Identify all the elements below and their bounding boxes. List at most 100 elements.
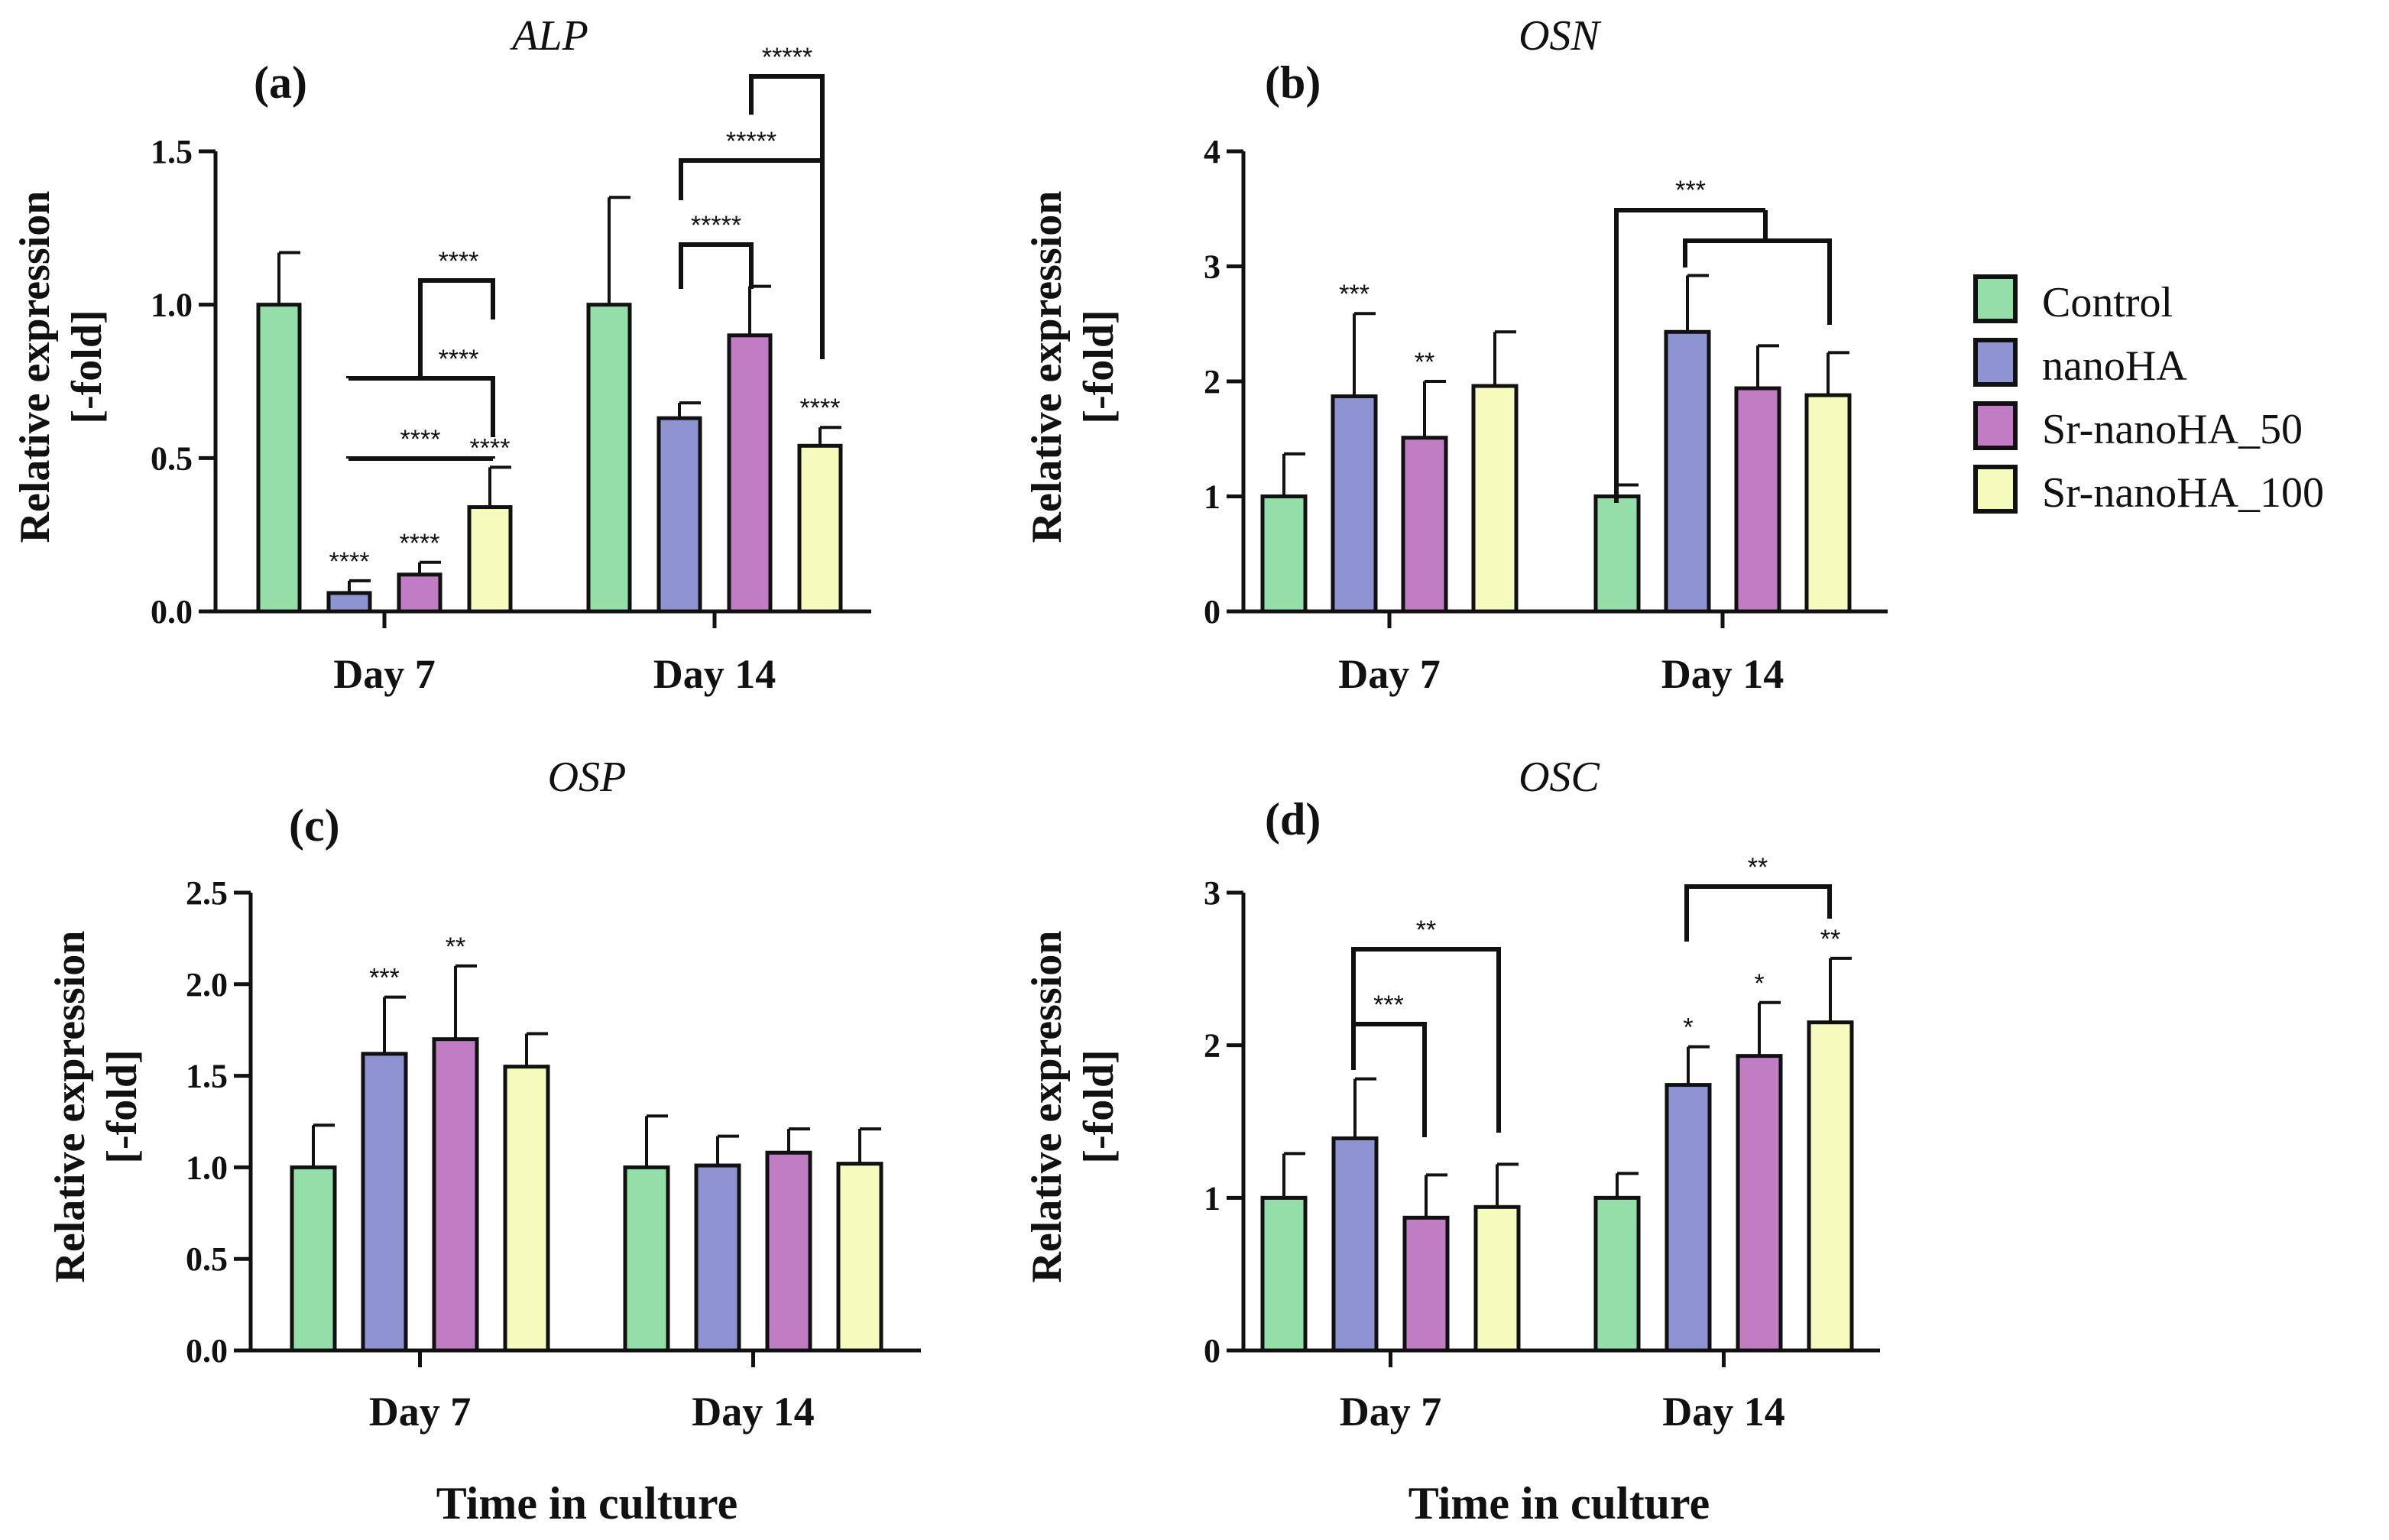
legend-swatch-sr-nanoha-50 xyxy=(1973,401,2018,450)
bar xyxy=(432,1037,479,1353)
y-tick-label: 0.0 xyxy=(151,593,193,631)
panel-letter: (b) xyxy=(1265,57,1321,108)
bar xyxy=(1260,1195,1308,1353)
bar xyxy=(623,1165,670,1353)
y-tick-label: 2.0 xyxy=(186,966,228,1003)
gene-title: ALP xyxy=(509,12,588,60)
y-tick-label: 3 xyxy=(1204,248,1220,286)
significance-label: **** xyxy=(800,394,841,423)
bar xyxy=(467,505,513,614)
gene-title: OSN xyxy=(1519,12,1601,60)
bar xyxy=(694,1163,741,1353)
comparison-label: *** xyxy=(1373,990,1404,1020)
significance-label: **** xyxy=(329,547,370,576)
legend-label: nanoHA xyxy=(2042,342,2187,390)
x-category-label: Day 7 xyxy=(333,651,436,697)
bar xyxy=(1736,1054,1783,1353)
y-tick-label: 2.5 xyxy=(186,874,228,912)
y-tick-label: 0.0 xyxy=(186,1332,228,1370)
y-axis-title: Relative expression xyxy=(1023,191,1071,543)
y-tick-label: 4 xyxy=(1204,133,1220,170)
panel-letter: (d) xyxy=(1265,794,1321,845)
y-axis-unit: [-fold] xyxy=(1075,1049,1123,1163)
y-tick-label: 1 xyxy=(1204,1179,1220,1217)
bar xyxy=(1471,384,1519,614)
comparison-label: *** xyxy=(1675,176,1706,205)
panel-osp: OSP (c) Relative expression [-fold] 0.0 0… xyxy=(47,754,921,1529)
y-axis-unit: [-fold] xyxy=(63,310,111,423)
significance-label: **** xyxy=(400,529,440,558)
x-category-label: Day 14 xyxy=(1661,651,1784,697)
significance-label: ** xyxy=(1415,348,1434,377)
bar xyxy=(326,591,372,614)
significance-label: * xyxy=(1683,1013,1693,1042)
legend-label: Sr-nanoHA_50 xyxy=(2042,406,2303,453)
comparison-label: ***** xyxy=(762,43,812,72)
panel-letter: (c) xyxy=(289,800,340,851)
y-tick-label: 1.0 xyxy=(186,1149,228,1186)
bar xyxy=(836,1162,883,1353)
significance-label: ** xyxy=(1820,925,1840,954)
comparison-label: **** xyxy=(400,425,441,454)
comparison-label: **** xyxy=(439,247,479,276)
x-category-label: Day 7 xyxy=(1338,651,1441,697)
y-axis-unit: [-fold] xyxy=(99,1049,146,1163)
panel-osn: OSN (b) Relative expression [-fold] 0 1 2 3… xyxy=(1023,12,1888,697)
comparison-label: **** xyxy=(439,345,479,374)
bar xyxy=(797,443,843,614)
gene-title: OSP xyxy=(548,754,627,801)
bar xyxy=(503,1065,550,1353)
legend-label: Sr-nanoHA_100 xyxy=(2042,469,2324,517)
y-tick-label: 3 xyxy=(1204,874,1220,912)
bar xyxy=(656,416,702,614)
y-tick-label: 0.5 xyxy=(186,1240,228,1278)
y-axis-title: Relative expression xyxy=(11,191,59,543)
bar xyxy=(1734,386,1781,614)
legend-swatch-sr-nanoha-100 xyxy=(1973,465,2018,514)
legend-swatch-control xyxy=(1973,274,2018,323)
x-category-label: Day 14 xyxy=(692,1389,815,1435)
x-category-label: Day 7 xyxy=(369,1389,472,1435)
x-axis-title: Time in culture xyxy=(1408,1478,1710,1529)
legend-swatch-nanoha xyxy=(1973,338,2018,387)
bar xyxy=(1331,1136,1379,1353)
bar xyxy=(765,1150,812,1353)
y-tick-label: 1.5 xyxy=(186,1058,228,1095)
bar xyxy=(256,303,302,614)
bar xyxy=(1593,494,1641,614)
significance-label: *** xyxy=(369,964,400,993)
bar xyxy=(361,1052,408,1353)
bar xyxy=(1665,1083,1712,1353)
bar xyxy=(1473,1204,1521,1353)
bar xyxy=(397,572,442,614)
y-axis-title: Relative expression xyxy=(47,931,94,1283)
bar xyxy=(1807,1020,1854,1353)
y-tick-label: 0 xyxy=(1204,593,1220,631)
x-category-label: Day 14 xyxy=(1662,1389,1785,1435)
significance-label: * xyxy=(1754,969,1764,998)
x-axis-title: Time in culture xyxy=(436,1478,737,1529)
bar xyxy=(1260,494,1308,614)
comparison-label: ***** xyxy=(691,211,741,240)
panel-alp: ALP (a) Relative expression [-fold] 0.0 0… xyxy=(11,12,871,697)
bar xyxy=(1804,393,1852,614)
bar xyxy=(727,333,773,614)
bar xyxy=(1402,1215,1450,1353)
bar xyxy=(1664,329,1711,614)
y-tick-label: 0 xyxy=(1204,1332,1220,1370)
significance-label: *** xyxy=(1339,280,1370,309)
y-tick-label: 1.5 xyxy=(151,133,193,170)
bar xyxy=(586,303,632,614)
y-tick-label: 1.0 xyxy=(151,287,193,324)
y-axis-unit: [-fold] xyxy=(1075,310,1123,423)
y-tick-label: 0.5 xyxy=(151,439,193,477)
gene-title: OSC xyxy=(1519,754,1600,801)
legend-label: Control xyxy=(2042,279,2173,326)
x-category-label: Day 7 xyxy=(1340,1389,1442,1435)
bar xyxy=(1593,1195,1641,1353)
significance-label: ** xyxy=(446,932,465,961)
y-tick-label: 2 xyxy=(1204,1027,1220,1065)
bar xyxy=(1331,394,1378,614)
panel-letter: (a) xyxy=(254,57,307,108)
